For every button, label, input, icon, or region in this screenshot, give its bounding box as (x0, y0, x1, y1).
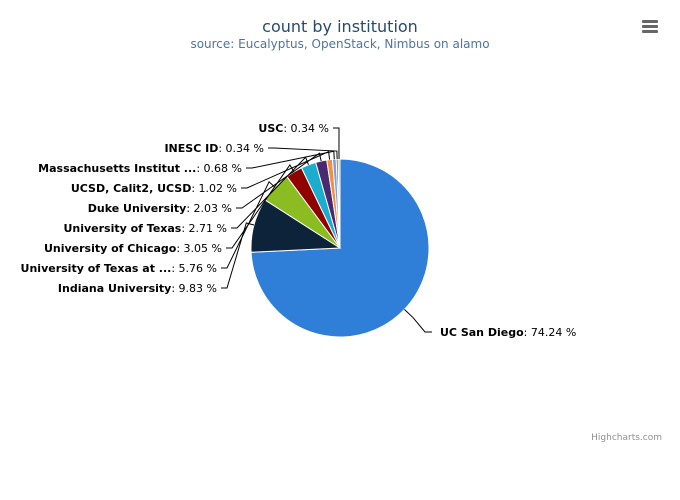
slice-label: University of Texas: 2.71 % (63, 222, 227, 235)
label-connector (241, 150, 331, 189)
label-connector (404, 309, 432, 333)
chart-subtitle: source: Eucalyptus, OpenStack, Nimbus on… (190, 37, 490, 51)
label-connector (246, 150, 335, 169)
hamburger-menu-icon[interactable] (638, 18, 662, 40)
label-connector (236, 152, 322, 209)
slice-label: University of Texas at ...: 5.76 % (21, 262, 217, 275)
slice-label: USC: 0.34 % (258, 122, 329, 135)
credits-link[interactable]: Highcharts.com (591, 433, 662, 443)
slice-label: University of Chicago: 3.05 % (44, 242, 222, 255)
label-connector (268, 147, 338, 160)
label-connector (221, 222, 255, 289)
slice-label: UCSD, Calit2, UCSD: 1.02 % (71, 182, 237, 195)
slice-label: Massachusetts Institut ...: 0.68 % (38, 162, 242, 175)
slice-label: INESC ID: 0.34 % (164, 142, 264, 155)
slice-label: Indiana University: 9.83 % (58, 282, 217, 295)
label-connector (333, 127, 340, 160)
chart-title: count by institution (262, 17, 418, 36)
slice-label: Duke University: 2.03 % (88, 202, 232, 215)
slice-label: UC San Diego: 74.24 % (440, 326, 576, 339)
